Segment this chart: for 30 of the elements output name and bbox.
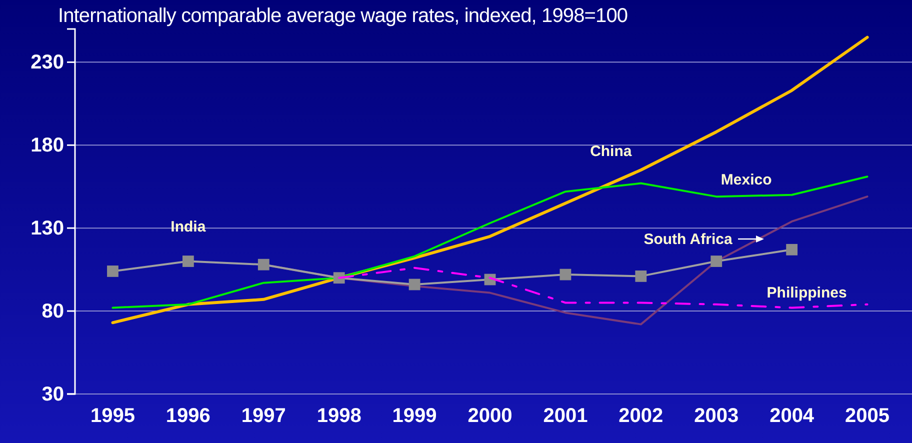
y-tick-label: 130 bbox=[30, 217, 64, 240]
series-label: Mexico bbox=[720, 172, 772, 189]
x-tick-label: 1995 bbox=[90, 405, 135, 428]
series-label: China bbox=[590, 143, 632, 160]
y-tick-label: 180 bbox=[30, 134, 64, 157]
chart-title: Internationally comparable average wage rates, indexed, 1998=100 bbox=[58, 5, 628, 27]
line-series bbox=[111, 36, 869, 324]
y-tick-label: 80 bbox=[42, 300, 64, 322]
x-tick-label: 2002 bbox=[618, 405, 664, 428]
x-tick-label: 2004 bbox=[770, 405, 815, 428]
point bbox=[635, 270, 647, 282]
point bbox=[786, 244, 798, 256]
y-tick-label: 230 bbox=[30, 52, 64, 74]
x-tick-label: 1997 bbox=[241, 405, 286, 428]
x-tick-label: 2000 bbox=[468, 405, 512, 428]
point bbox=[408, 278, 420, 290]
x-tick-label: 1996 bbox=[166, 405, 210, 428]
series-label: India bbox=[170, 218, 206, 236]
point bbox=[182, 256, 194, 267]
point bbox=[107, 266, 118, 277]
x-tick-label: 2005 bbox=[845, 405, 890, 428]
point bbox=[560, 268, 572, 280]
x-tick-label: 2001 bbox=[543, 405, 588, 428]
line-series bbox=[112, 176, 868, 309]
series-label: Philippines bbox=[766, 284, 847, 302]
series-label: South Africa bbox=[644, 231, 733, 248]
x-tick-label: 1998 bbox=[316, 405, 362, 428]
x-tick-label: 1999 bbox=[392, 405, 437, 428]
y-tick-label: 30 bbox=[42, 383, 64, 406]
x-tick-label: 2003 bbox=[694, 405, 739, 428]
